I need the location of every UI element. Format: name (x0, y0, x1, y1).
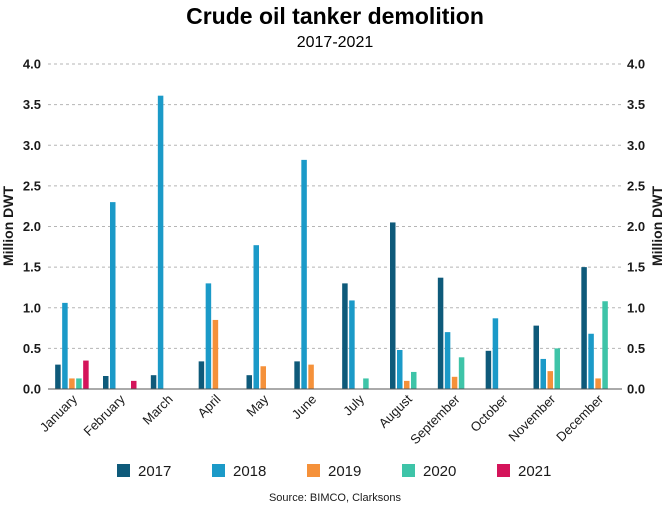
y-tick-label-right: 3.0 (627, 138, 645, 153)
y-tick-label-right: 0.0 (627, 382, 645, 397)
chart-subtitle: 2017-2021 (297, 34, 374, 51)
bar-2018-january (62, 302, 68, 389)
bar-2017-august (390, 222, 396, 389)
bar-2021-february (131, 380, 137, 389)
bar-2018-february (110, 202, 116, 389)
chart-source: Source: BIMCO, Clarksons (269, 492, 402, 504)
legend-label-2020: 2020 (423, 463, 456, 480)
bar-2017-november (533, 325, 539, 389)
bar-2020-july (363, 378, 369, 389)
chart-title: Crude oil tanker demolition (186, 3, 484, 29)
bar-2020-december (602, 301, 608, 389)
y-tick-label-left: 2.5 (23, 178, 41, 193)
bar-2020-august (411, 371, 417, 389)
bar-2018-july (349, 300, 355, 389)
bar-2017-september (437, 277, 444, 389)
y-tick-label-left: 3.5 (23, 97, 41, 112)
legend-swatch-2017 (117, 464, 130, 477)
bar-2019-may (260, 366, 266, 389)
bar-2019-june (308, 364, 314, 389)
bar-2017-july (342, 283, 348, 389)
y-tick-label-left: 1.5 (23, 260, 41, 275)
legend-label-2019: 2019 (328, 463, 361, 480)
legend-swatch-2019 (307, 464, 320, 477)
x-tick-label: October (467, 391, 511, 435)
y-tick-label-right: 2.5 (627, 178, 645, 193)
y-tick-label-left: 1.0 (23, 300, 41, 315)
bar-2018-september (444, 332, 451, 389)
x-axis-categories: January February March April May June July Augu… (37, 391, 607, 447)
bar-2019-april (212, 319, 219, 389)
bar-2019-january (69, 378, 75, 389)
y-axis-left: 0.0 0.5 1.0 1.5 2.0 2.5 3.0 3.5 4.0 (23, 57, 41, 397)
x-tick-label: March (140, 392, 176, 428)
x-tick-label: December (553, 391, 606, 444)
y-tick-label-right: 1.0 (627, 300, 645, 315)
legend-label-2017: 2017 (138, 463, 171, 480)
x-tick-label: August (376, 391, 415, 430)
y-tick-label-left: 4.0 (23, 57, 41, 72)
y-tick-label-left: 0.0 (23, 382, 41, 397)
bar-2017-october (485, 350, 492, 389)
x-tick-label: July (340, 391, 367, 418)
bar-2017-february (103, 376, 109, 389)
bar-2020-september (458, 357, 465, 389)
gridlines (48, 63, 622, 349)
x-tick-label: January (37, 391, 81, 435)
y-tick-label-right: 3.5 (627, 97, 645, 112)
bar-2017-january (55, 364, 61, 389)
y-tick-label-right: 1.5 (627, 260, 645, 275)
x-tick-label: February (80, 391, 128, 439)
bar-2018-june (301, 159, 307, 389)
bar-2018-november (540, 358, 546, 389)
bar-2017-december (581, 267, 587, 389)
y-tick-label-left: 0.5 (23, 341, 41, 356)
legend-swatch-2020 (402, 464, 415, 477)
x-tick-label: April (195, 391, 224, 420)
legend-swatch-2018 (212, 464, 225, 477)
legend-swatch-2021 (497, 464, 510, 477)
bar-2020-november (554, 348, 560, 389)
x-tick-label: September (407, 391, 463, 447)
bars (55, 95, 608, 389)
bar-2018-october (492, 318, 499, 389)
bar-2018-august (397, 350, 403, 389)
legend: 2017 2018 2019 2020 2021 (117, 463, 551, 480)
bar-2019-august (404, 380, 410, 389)
bar-2017-march (150, 375, 157, 389)
y-tick-label-right: 4.0 (627, 57, 645, 72)
bar-2018-december (588, 333, 594, 389)
bar-2017-may (246, 375, 252, 389)
x-tick-label: November (505, 391, 558, 444)
y-tick-label-right: 2.0 (627, 219, 645, 234)
bar-2019-december (595, 378, 601, 389)
y-axis-right: 0.0 0.5 1.0 1.5 2.0 2.5 3.0 3.5 4.0 (627, 57, 645, 397)
bar-2018-april (205, 283, 212, 389)
bar-2020-january (76, 378, 82, 389)
x-tick-label: June (289, 392, 320, 423)
x-tick-label: May (243, 391, 271, 419)
legend-label-2018: 2018 (233, 463, 266, 480)
bar-2018-march (157, 95, 164, 389)
bar-2017-june (294, 361, 300, 389)
bar-2021-january (83, 360, 89, 389)
bar-2017-april (198, 361, 205, 389)
y-tick-label-left: 2.0 (23, 219, 41, 234)
y-tick-label-left: 3.0 (23, 138, 41, 153)
bar-2019-november (547, 371, 553, 389)
y-axis-label-left: Million DWT (0, 186, 16, 267)
legend-label-2021: 2021 (518, 463, 551, 480)
bar-2018-may (253, 245, 259, 389)
y-axis-label-right: Million DWT (649, 186, 665, 267)
y-tick-label-right: 0.5 (627, 341, 645, 356)
bar-2019-september (451, 376, 458, 389)
